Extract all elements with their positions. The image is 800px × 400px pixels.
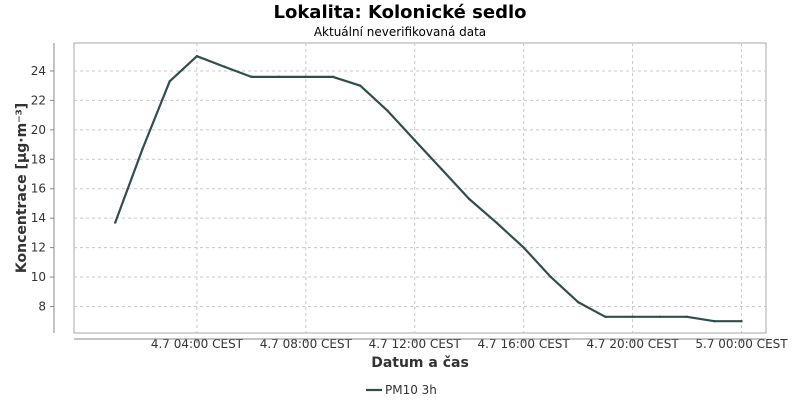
- x-axis-label: Datum a čas: [371, 355, 469, 371]
- data-point: [495, 221, 498, 224]
- data-point: [576, 300, 580, 304]
- data-point: [631, 315, 634, 319]
- data-point: [468, 197, 471, 201]
- data-point: [222, 65, 226, 68]
- y-tick-label: 12: [31, 241, 46, 255]
- x-tick-label: 5.7 00:00 CEST: [695, 337, 788, 351]
- data-point: [658, 315, 662, 319]
- data-point: [549, 275, 553, 279]
- data-point: [713, 320, 716, 323]
- x-tick-label: 4.7 12:00 CEST: [369, 337, 462, 351]
- data-point: [359, 84, 362, 87]
- series-layer: [114, 55, 743, 323]
- y-tick-label: 8: [38, 300, 46, 314]
- data-point: [168, 80, 171, 83]
- y-tick-label: 18: [31, 152, 46, 166]
- plot-area: [73, 42, 767, 334]
- y-tick-label: 16: [31, 182, 46, 196]
- data-point: [141, 147, 144, 151]
- data-point: [685, 315, 689, 319]
- y-tick-label: 22: [31, 93, 46, 107]
- y-tick-label: 10: [31, 270, 46, 284]
- data-point: [740, 320, 743, 323]
- data-point: [413, 138, 416, 142]
- data-point: [304, 75, 308, 79]
- data-point: [331, 75, 335, 79]
- x-axis-ticks: 4.7 04:00 CEST 4.7 08:00 CEST 4.7 12:00 CE…: [151, 337, 788, 351]
- data-point: [604, 315, 607, 319]
- chart-title: Lokalita: Kolonické sedlo: [273, 2, 526, 23]
- data-point: [440, 168, 444, 171]
- x-tick-label: 4.7 20:00 CEST: [586, 337, 679, 351]
- legend: PM10 3h: [366, 383, 437, 397]
- chart-subtitle: Aktuální neverifikovaná data: [314, 25, 486, 39]
- y-axis-label: Koncentrace [µg·m⁻³]: [14, 103, 30, 273]
- x-tick-label: 4.7 08:00 CEST: [260, 337, 353, 351]
- x-tick-label: 4.7 16:00 CEST: [478, 337, 571, 351]
- x-tick-label: 4.7 04:00 CEST: [151, 337, 244, 351]
- data-point: [277, 75, 280, 79]
- series-line-pm10: [114, 55, 742, 323]
- data-point: [250, 75, 253, 79]
- y-tick-label: 24: [31, 64, 46, 78]
- data-point: [386, 109, 389, 112]
- data-point: [522, 246, 525, 249]
- grid-lines: [74, 43, 766, 333]
- y-tick-label: 14: [31, 211, 46, 225]
- y-tick-label: 20: [31, 123, 46, 137]
- data-point: [114, 221, 117, 224]
- legend-label: PM10 3h: [385, 383, 437, 397]
- data-point: [195, 55, 199, 58]
- y-axis-ticks: 8 10 12 14 16 18 20 22 24: [31, 64, 54, 314]
